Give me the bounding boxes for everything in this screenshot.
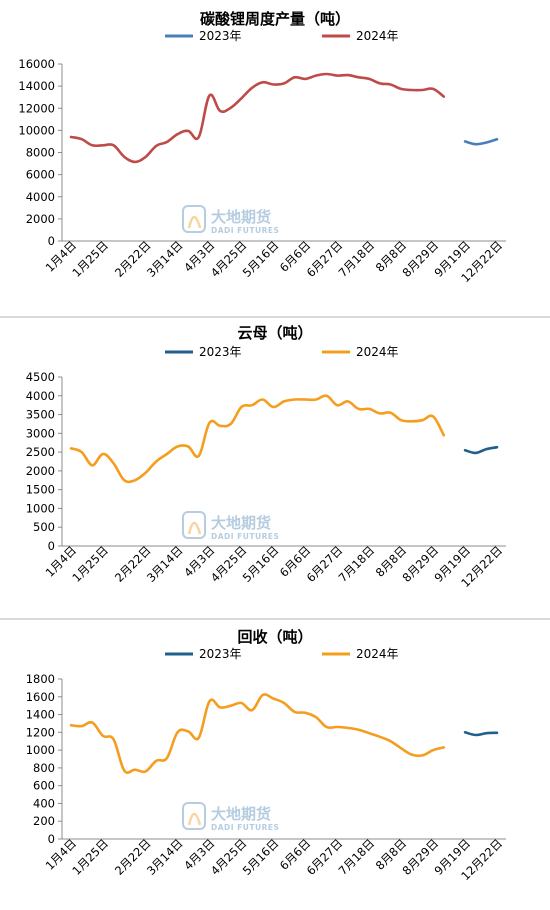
series-line-2023 [463, 137, 499, 146]
series-line-2024 [69, 394, 446, 484]
x-tick-label: 5月16日 [240, 238, 282, 280]
y-tick-label: 10000 [18, 123, 55, 137]
x-tick-label: 5月16日 [240, 836, 282, 878]
y-tick-label: 12000 [18, 101, 55, 115]
y-tick-label: 16000 [18, 57, 55, 71]
y-tick-label: 2000 [26, 464, 55, 478]
divider [0, 618, 550, 620]
watermark-logo-icon [182, 802, 206, 830]
y-tick-label: 2000 [26, 212, 55, 226]
legend-label-2023: 2023年 [199, 345, 242, 359]
y-tick-label: 6000 [26, 168, 55, 182]
watermark-logo-icon [182, 205, 206, 233]
y-tick-label: 600 [33, 779, 55, 793]
watermark-subtext: DADI FUTURES [211, 226, 279, 235]
watermark-logo-icon [187, 521, 202, 535]
y-tick-label: 0 [48, 832, 55, 846]
watermark-logo-icon [182, 511, 206, 539]
watermark-text: 大地期货 [211, 805, 271, 823]
series-line-2024 [69, 72, 446, 164]
y-tick-label: 0 [48, 234, 55, 248]
x-tick-label: 7月18日 [336, 543, 378, 585]
y-tick-label: 3500 [26, 408, 55, 422]
x-tick-label: 3月14日 [144, 836, 186, 878]
watermark-logo-icon [187, 812, 202, 826]
y-tick-label: 1000 [26, 743, 55, 757]
y-tick-label: 200 [33, 814, 55, 828]
y-tick-label: 4000 [26, 190, 55, 204]
y-tick-label: 800 [33, 761, 55, 775]
y-tick-label: 1400 [26, 708, 55, 722]
x-tick-label: 3月14日 [144, 543, 186, 585]
x-tick-label: 1月25日 [69, 543, 111, 585]
legend-label-2023: 2023年 [199, 29, 242, 43]
y-tick-label: 2500 [26, 445, 55, 459]
legend-label-2024: 2024年 [356, 345, 399, 359]
watermark-subtext: DADI FUTURES [211, 532, 279, 541]
y-tick-label: 0 [48, 539, 55, 553]
x-tick-label: 7月18日 [336, 836, 378, 878]
y-tick-label: 500 [33, 520, 55, 534]
y-tick-label: 1800 [26, 672, 55, 686]
x-tick-label: 7月18日 [336, 238, 378, 280]
x-tick-label: 3月14日 [144, 238, 186, 280]
legend-label-2024: 2024年 [356, 647, 399, 661]
y-tick-label: 8000 [26, 146, 55, 160]
chart-title: 云母（吨） [237, 324, 312, 342]
watermark-subtext: DADI FUTURES [211, 823, 279, 832]
series-line-2024 [69, 693, 446, 775]
chart-title: 回收（吨） [237, 628, 312, 646]
divider [0, 316, 550, 318]
chart-panel-recycling: 大地期货 DADI FUTURES 回收（吨） 2023年 2024年 0 200 400 60… [0, 620, 550, 906]
y-tick-label: 14000 [18, 79, 55, 93]
y-tick-label: 1600 [26, 690, 55, 704]
y-tick-label: 400 [33, 796, 55, 810]
y-tick-label: 3000 [26, 426, 55, 440]
chart-panel-mica: 大地期货 DADI FUTURES 云母（吨） 2023年 2024年 0 500 1000 1… [0, 318, 550, 618]
x-tick-label: 1月25日 [69, 238, 111, 280]
series-line-2023 [463, 445, 499, 455]
series-line-2023 [463, 731, 499, 737]
watermark-text: 大地期货 [211, 514, 271, 532]
y-tick-label: 1500 [26, 483, 55, 497]
chart-title: 碳酸锂周度产量（吨） [200, 10, 350, 28]
y-tick-label: 1000 [26, 501, 55, 515]
legend-label-2024: 2024年 [356, 29, 399, 43]
x-tick-label: 1月25日 [69, 836, 111, 878]
chart-panel-lithium-carbonate: 大地期货 DADI FUTURES 碳酸锂周度产量（吨） 2023年 2024年 0 200… [0, 0, 550, 316]
watermark-text: 大地期货 [211, 208, 271, 226]
y-tick-label: 1200 [26, 725, 55, 739]
y-tick-label: 4500 [26, 370, 55, 384]
legend-label-2023: 2023年 [199, 647, 242, 661]
watermark-logo-icon [187, 215, 202, 229]
x-tick-label: 5月16日 [240, 543, 282, 585]
y-tick-label: 4000 [26, 389, 55, 403]
